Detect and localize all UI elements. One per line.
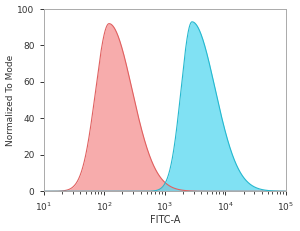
- X-axis label: FITC-A: FITC-A: [150, 216, 180, 225]
- Y-axis label: Normalized To Mode: Normalized To Mode: [6, 55, 15, 146]
